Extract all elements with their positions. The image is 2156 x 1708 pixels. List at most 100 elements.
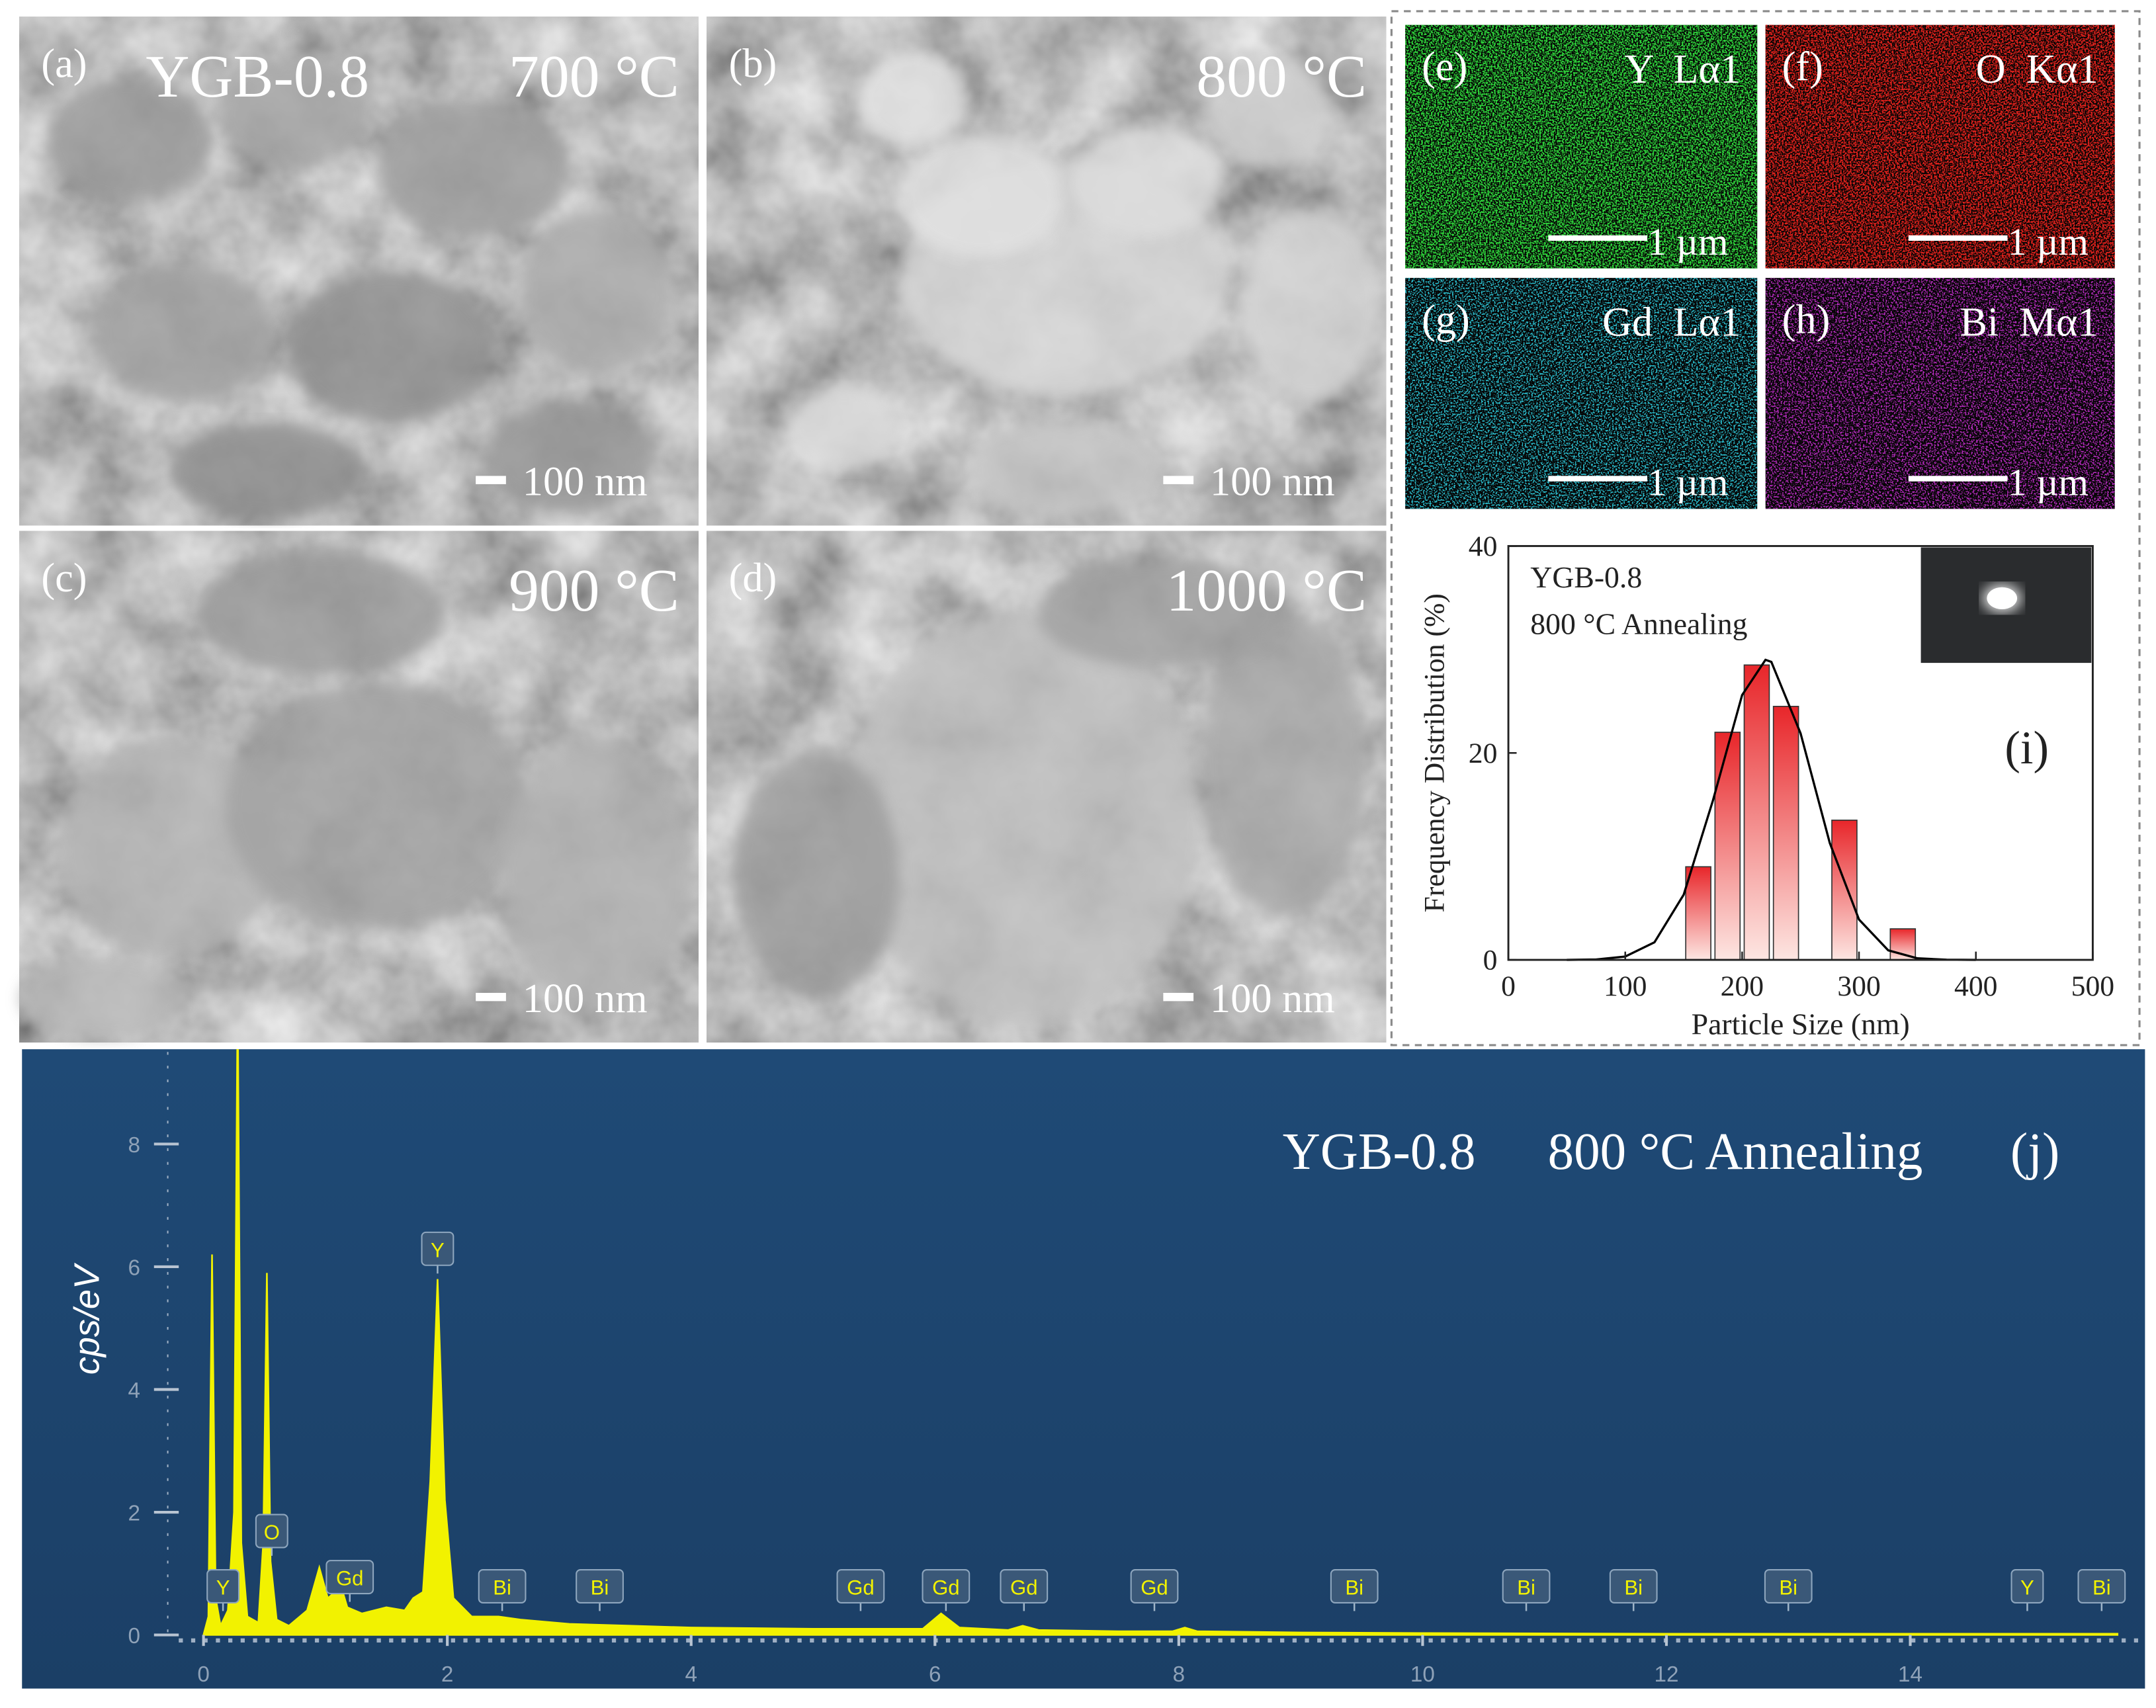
sem-panel: (d) 1000 °C 100 nm [707,531,1387,1043]
sem-particle [198,551,446,675]
sem-particle [844,613,1202,1026]
peak-label: O [264,1521,280,1544]
eds-map: (h) Bi Mα1 1 µm [1765,278,2115,509]
map-label: (f) [1782,44,1823,89]
sem-panel: (a) YGB-0.8 700 °C 100 nm [19,17,699,526]
peak-label: Gd [1141,1576,1168,1599]
map-label: (g) [1422,296,1470,342]
peak-label: Gd [932,1576,960,1599]
x-tick-label: 300 [1837,970,1880,1002]
scale-bar-label: 1 µm [1647,461,1728,504]
peak-label-box [1330,1569,1379,1603]
map-element: Y Lα1 [1624,46,1741,92]
temperature: 900 °C [509,557,679,624]
x-tick-label: 100 [1604,970,1647,1002]
scale-bar-label: 100 nm [523,459,648,505]
scale-bar-label: 100 nm [1210,459,1335,505]
map-element: Bi Mα1 [1960,299,2098,345]
sem-particle [1201,613,1367,916]
annotation: 800 °C Annealing [1530,607,1747,640]
peak-label-box [836,1569,885,1603]
temperature: 700 °C [509,43,679,110]
inset-sample [1987,587,2018,610]
y-tick-label: 0 [128,1624,141,1648]
peak-label: Gd [1010,1576,1038,1599]
peak-label-box [576,1569,624,1603]
sem-particle [1037,558,1285,669]
eds-map: (g) Gd Lα1 1 µm [1405,278,1758,509]
sem-panel: (c) 900 °C 100 nm [19,531,699,1043]
sem-particle [19,957,185,1040]
peak-label: Y [2020,1576,2034,1599]
y-axis-label: Frequency Distribution (%) [1418,593,1450,912]
y-tick-label: 8 [128,1133,141,1158]
annotation: YGB-0.8 [1530,560,1642,594]
sem-particle [218,58,370,168]
sem-particle [376,99,570,237]
x-tick-label: 12 [1654,1662,1678,1687]
map-label: (e) [1422,44,1467,89]
sem-particle [60,737,281,957]
peak-label-box [1000,1569,1049,1603]
peak-label: Bi [2092,1576,2111,1599]
histogram-bar [1831,820,1858,961]
map-label: (h) [1782,296,1831,342]
scale-bar [1163,992,1194,1002]
panel-label: (i) [2005,722,2049,774]
temperature: 800 °C [1196,43,1367,110]
peak-label-box [1764,1569,1813,1603]
panel-label: (a) [41,41,87,87]
peak-label: Bi [1517,1576,1535,1599]
histogram-bar [1743,664,1770,961]
y-tick-label: 6 [128,1256,141,1280]
peak-label-box [255,1514,288,1549]
sem-panel: (b) 800 °C 100 nm [707,17,1387,526]
peak-label-box [421,1231,454,1266]
scale-bar-label: 1 µm [2008,220,2089,263]
map-element: O Kα1 [1976,46,2098,92]
sem-particle [46,78,212,202]
histogram-bar [1685,866,1711,961]
sem-particle [486,402,652,512]
x-tick-label: 0 [197,1662,210,1687]
scale-bar-label: 1 µm [1647,220,1728,263]
panel-label: (b) [729,41,777,87]
sem-particle [1242,209,1381,402]
peak-label-box [1130,1569,1179,1603]
peak-label-box [922,1569,970,1603]
peak-label: Bi [591,1576,609,1599]
peak-label-box [325,1560,374,1595]
scale-bar [476,476,506,484]
temperature: 1000 °C [1166,557,1367,624]
sem-particle [521,209,673,374]
peak-label: Gd [847,1576,875,1599]
y-tick-label: 0 [1483,945,1498,976]
eds-map: (f) O Kα1 1 µm [1765,24,2115,269]
peak-label: Bi [1779,1576,1797,1599]
x-tick-label: 400 [1954,970,1997,1002]
maps-frame [1390,10,2141,1046]
peak-label-box [1609,1569,1658,1603]
peak-label: Bi [493,1576,511,1599]
fit-curve [1567,658,1976,961]
sem-particle [500,737,693,1013]
sem-particle [287,271,494,423]
x-tick-label: 6 [929,1662,941,1687]
peak-label: Y [431,1238,445,1261]
peak-label: Y [216,1576,230,1599]
peak-label-box [1502,1569,1551,1603]
histogram-bar [1714,732,1741,961]
panel-label: (c) [41,555,87,601]
panel-label: (j) [2010,1123,2060,1181]
peak-label: Gd [336,1567,364,1590]
sem-particle [225,682,529,930]
sem-particle [899,133,1064,257]
sample-name: YGB-0.8 [146,43,369,110]
sem-particle [857,51,969,148]
sem-particle [95,264,274,402]
sem-particle [1208,58,1333,168]
peak-label: Bi [1345,1576,1363,1599]
sem-particle [170,422,363,519]
y-tick-label: 4 [128,1379,141,1403]
